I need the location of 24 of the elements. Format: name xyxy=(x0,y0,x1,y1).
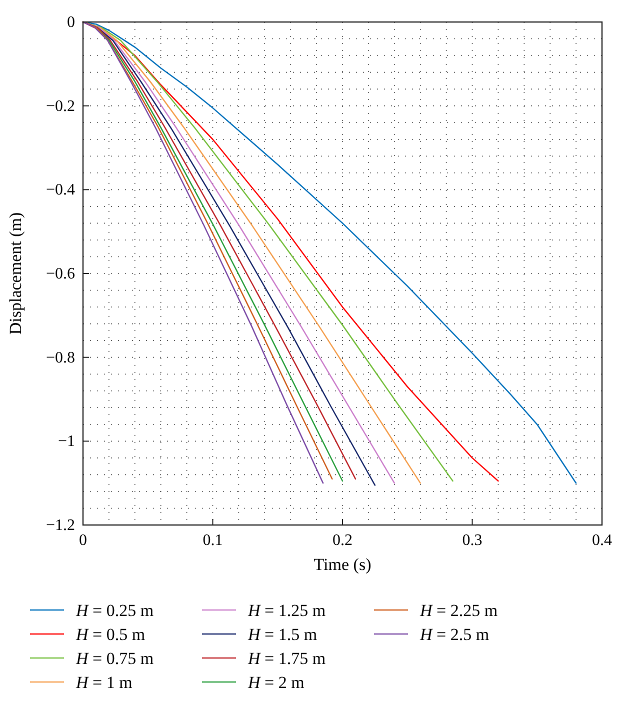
legend-label: H = 2.5 m xyxy=(419,625,490,644)
legend-label: H = 1 m xyxy=(75,673,132,692)
x-tick-label: 0 xyxy=(79,532,87,549)
y-axis-title: Displacement (m) xyxy=(6,212,25,335)
x-tick-label: 0.2 xyxy=(332,532,352,549)
legend-label: H = 2.25 m xyxy=(419,601,498,620)
legend-label: H = 1.5 m xyxy=(247,625,318,644)
legend-label: H = 1.75 m xyxy=(247,649,326,668)
x-axis-title: Time (s) xyxy=(314,555,372,574)
legend-label: H = 0.75 m xyxy=(75,649,154,668)
y-tick-label: −1 xyxy=(58,433,75,450)
y-tick-label: −0.8 xyxy=(46,349,75,366)
x-tick-label: 0.4 xyxy=(592,532,612,549)
legend-label: H = 0.5 m xyxy=(75,625,146,644)
legend-label: H = 2 m xyxy=(247,673,304,692)
y-tick-label: −0.2 xyxy=(46,98,75,115)
legend-label: H = 1.25 m xyxy=(247,601,326,620)
y-tick-label: −1.2 xyxy=(46,517,75,534)
legend-label: H = 0.25 m xyxy=(75,601,154,620)
y-tick-label: −0.4 xyxy=(46,182,75,199)
x-tick-label: 0.1 xyxy=(202,532,223,549)
y-tick-label: −0.6 xyxy=(46,266,75,282)
x-tick-label: 0.3 xyxy=(462,532,482,549)
y-tick-label: 0 xyxy=(67,14,75,31)
